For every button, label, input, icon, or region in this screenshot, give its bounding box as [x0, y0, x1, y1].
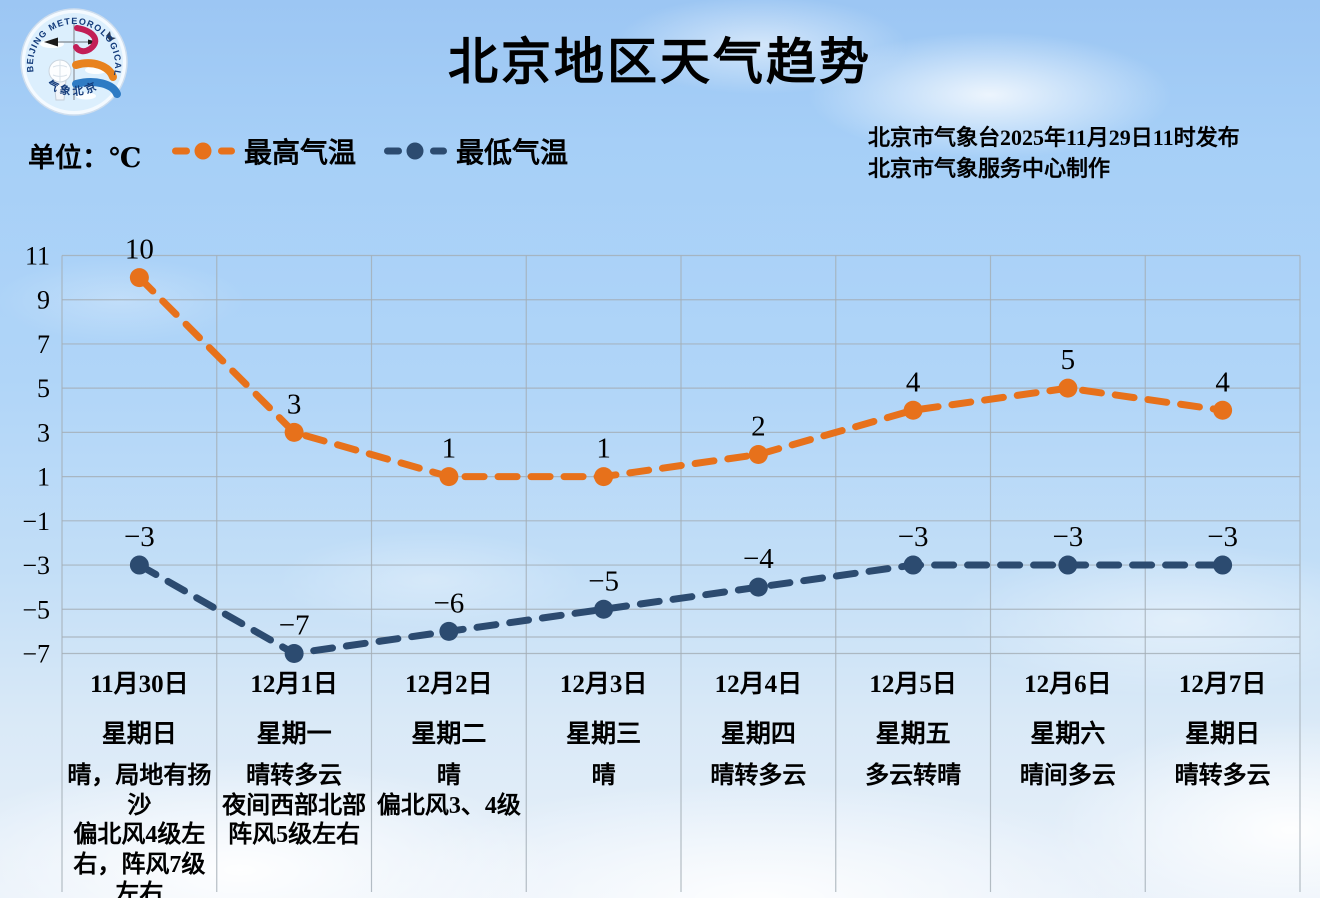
legend-item-min: 最低气温: [384, 131, 568, 171]
data-point-label: 4: [906, 366, 921, 398]
max-temp-line-marker: [172, 142, 235, 160]
data-point: [284, 643, 304, 663]
y-tick-label: −5: [22, 595, 50, 624]
logo-swoosh-blue: [72, 78, 121, 98]
data-point-label: 1: [442, 433, 457, 465]
logo-vane-arrow-left: [44, 37, 58, 47]
min-temp-line-marker: [384, 142, 448, 160]
publisher-line-1: 北京市气象台2025年11月29日11时发布: [868, 125, 1240, 150]
data-point-label: −3: [124, 521, 155, 553]
y-axis-tick-labels: 11 9 7 5 3 1 −1 −3 −5 −7: [22, 242, 50, 669]
series-min-temp: −3 −7 −6 −5 −4 −3 −3 −3: [124, 521, 1238, 663]
data-point-label: −6: [433, 587, 464, 619]
data-point: [748, 577, 768, 597]
data-point: [748, 444, 768, 464]
data-point-label: −3: [898, 521, 929, 553]
series-line: [135, 561, 1227, 658]
data-point: [439, 621, 459, 641]
y-tick-label: −3: [22, 551, 50, 580]
data-series: 10 3 1 1 2 4 5 4 −3 −7 −6 −5 −4 −3 −3 −3: [124, 234, 1238, 663]
logo-radar-dome-lines: [52, 60, 68, 82]
series-line: [135, 274, 1227, 481]
data-point-label: −7: [279, 609, 310, 641]
logo-swoosh-orange: [72, 59, 117, 81]
data-point: [594, 467, 614, 487]
data-point-label: −4: [743, 543, 774, 575]
data-point-label: −5: [588, 565, 619, 597]
y-tick-label: 1: [37, 463, 50, 492]
data-point: [594, 599, 614, 619]
legend-label-min: 最低气温: [456, 138, 569, 169]
data-point-label: 10: [125, 234, 154, 266]
chart-legend: 最高气温 最低气温: [172, 131, 568, 171]
data-point: [903, 555, 923, 575]
logo-bird-glyph: [106, 31, 116, 41]
page-title: 北京地区天气趋势: [448, 34, 872, 90]
data-point: [1058, 555, 1078, 575]
y-tick-label: 9: [37, 286, 50, 315]
vertical-gridlines: [61, 255, 1301, 892]
legend-item-max: 最高气温: [172, 131, 356, 171]
data-point: [284, 422, 304, 442]
publisher-line-2: 北京市气象服务中心制作: [868, 156, 1111, 181]
y-tick-label: 3: [37, 418, 50, 447]
logo-swoosh-crimson: [73, 25, 99, 55]
data-point: [1213, 400, 1233, 420]
data-point: [129, 555, 149, 575]
y-tick-label: 5: [37, 374, 50, 403]
legend-label-max: 最高气温: [244, 138, 357, 169]
y-tick-label: 11: [25, 242, 50, 271]
data-point-label: 5: [1061, 344, 1076, 376]
series-max-temp: 10 3 1 1 2 4 5 4: [125, 234, 1233, 487]
logo-cloud: [76, 92, 96, 100]
data-point-label: 1: [596, 433, 611, 465]
data-point-label: −3: [1052, 521, 1083, 553]
data-point-label: 4: [1215, 366, 1230, 398]
unit-label: 单位：℃: [28, 143, 142, 173]
data-point-label: 3: [287, 388, 302, 420]
y-tick-label: 7: [37, 330, 50, 359]
data-point-label: −3: [1207, 521, 1238, 553]
data-point-label: 2: [751, 410, 766, 442]
data-point: [1213, 555, 1233, 575]
data-point: [1058, 378, 1078, 398]
data-point: [129, 268, 149, 288]
data-point: [439, 467, 459, 487]
y-tick-label: −1: [22, 507, 50, 536]
data-point: [903, 400, 923, 420]
publisher-info: 北京市气象台2025年11月29日11时发布 北京市气象服务中心制作: [868, 122, 1240, 184]
beijing-meteorological-service-logo: BEIJING METEOROLOGICAL SERVICE 气象北京: [20, 8, 128, 116]
y-tick-label: −7: [22, 639, 50, 668]
